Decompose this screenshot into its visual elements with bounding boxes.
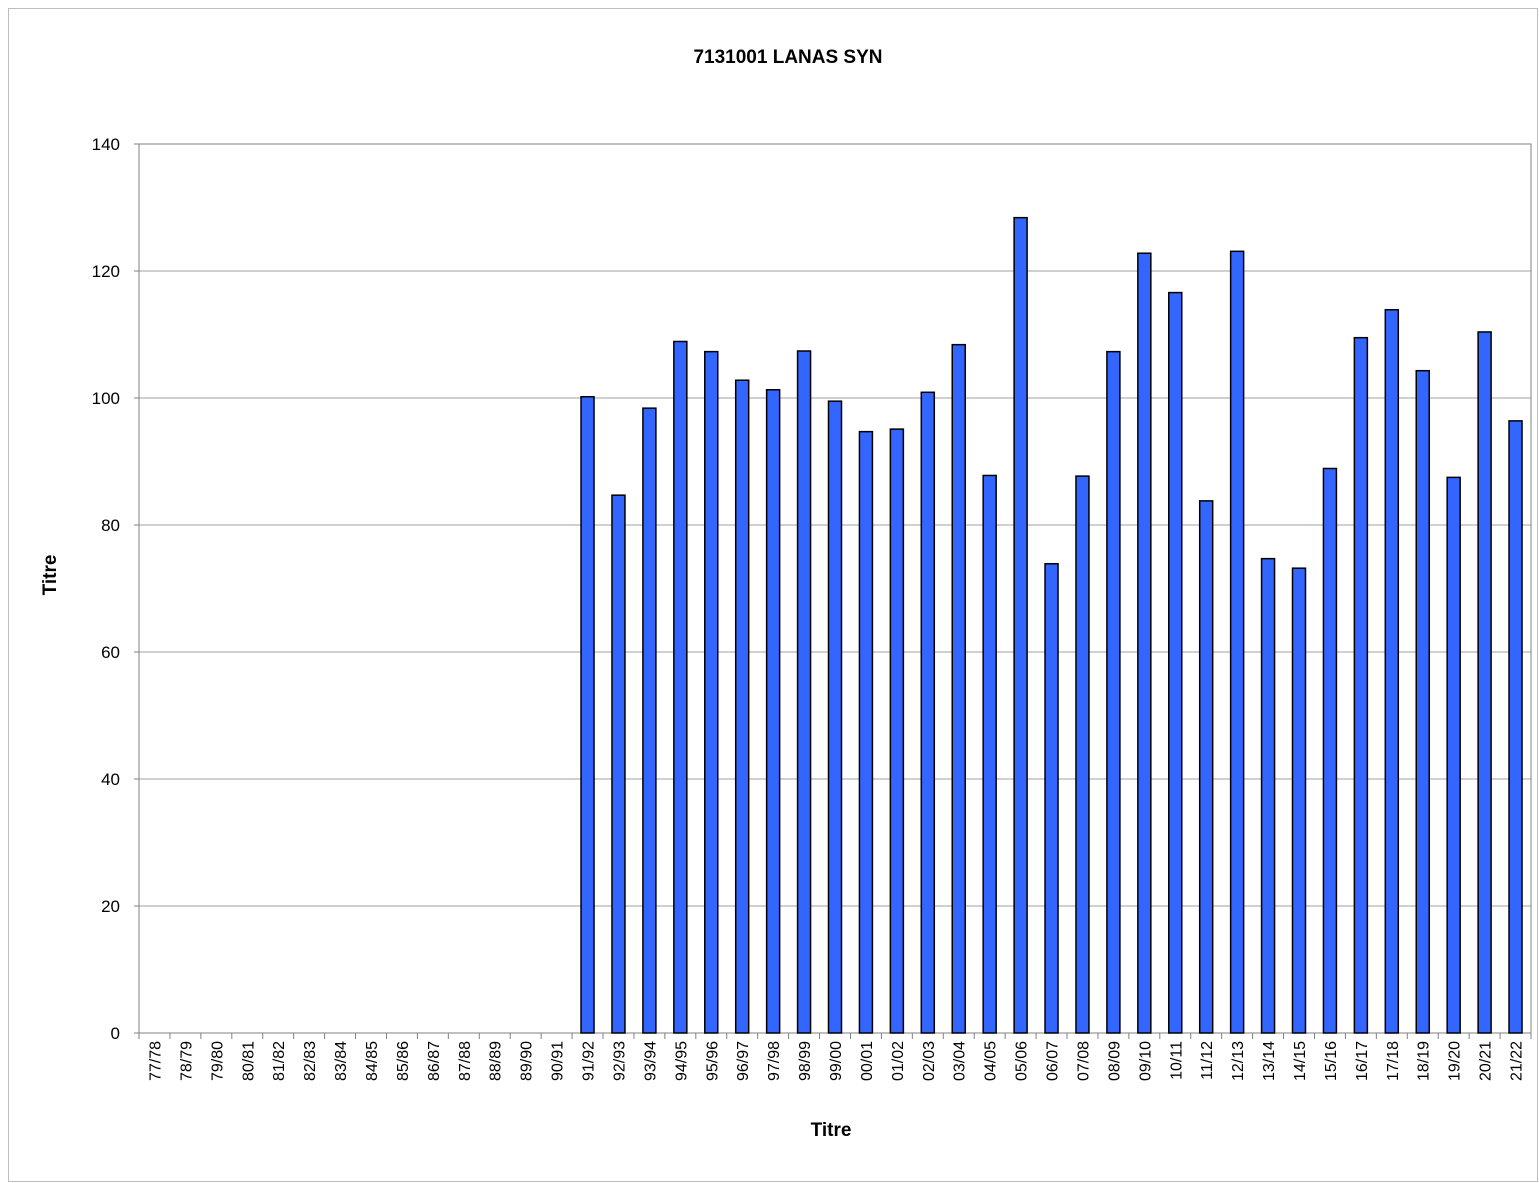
x-axis-title: Titre (811, 1120, 852, 1141)
x-tick-label: 91/92 (581, 1041, 598, 1081)
x-tick-label: 14/15 (1292, 1041, 1309, 1081)
x-tick-label: 01/02 (890, 1041, 907, 1081)
bar-99-00 (827, 400, 843, 1034)
x-tick-label: 97/98 (766, 1041, 783, 1081)
bar-96-97 (734, 379, 750, 1034)
y-axis-ticks: 0 20 40 60 80 100 120 140 (92, 135, 139, 1043)
y-tick-label: 60 (101, 643, 120, 662)
bar-20-21 (1477, 331, 1492, 1034)
x-tick-label: 89/90 (519, 1041, 536, 1081)
x-tick-label: 11/12 (1199, 1041, 1216, 1080)
x-tick-label: 17/18 (1385, 1041, 1402, 1081)
x-tick-label: 93/94 (642, 1041, 659, 1081)
x-tick-label: 09/10 (1137, 1041, 1154, 1081)
x-tick-label: 15/16 (1323, 1041, 1340, 1081)
bar-12-13 (1229, 250, 1245, 1034)
x-tick-label: 04/05 (983, 1041, 1000, 1081)
bar-00-01 (858, 430, 874, 1034)
bar-16-17 (1353, 336, 1369, 1034)
x-tick-label: 05/06 (1014, 1041, 1031, 1081)
bar-19-20 (1446, 476, 1461, 1034)
y-tick-label: 40 (101, 770, 120, 789)
x-tick-label: 13/14 (1261, 1041, 1278, 1081)
bar-05-06 (1013, 216, 1028, 1034)
y-tick-label: 140 (92, 135, 120, 154)
bar-14-15 (1291, 567, 1307, 1034)
y-tick-label: 0 (111, 1024, 120, 1043)
x-axis-ticks: 77/78 78/79 79/80 80/81 81/82 82/83 83/84 84/85… (138, 1033, 1532, 1081)
x-tick-label: 83/84 (333, 1041, 350, 1081)
bar-21-22 (1508, 420, 1523, 1034)
y-tick-label: 80 (101, 516, 120, 535)
x-tick-label: 88/89 (488, 1041, 505, 1081)
x-tick-label: 84/85 (364, 1041, 381, 1081)
bar-04-05 (982, 474, 997, 1034)
y-tick-label: 100 (92, 389, 120, 408)
x-tick-label: 07/08 (1075, 1041, 1092, 1081)
bar-07-08 (1075, 475, 1090, 1034)
x-tick-label: 20/21 (1478, 1041, 1495, 1081)
bar-17-18 (1384, 308, 1400, 1034)
y-tick-label: 120 (92, 262, 120, 281)
x-tick-label: 95/96 (704, 1041, 721, 1081)
bar-92-93 (611, 494, 626, 1034)
x-tick-label: 86/87 (426, 1041, 443, 1081)
bar-03-04 (951, 343, 966, 1034)
x-tick-label: 10/11 (1168, 1041, 1185, 1080)
x-tick-label: 92/93 (611, 1041, 628, 1081)
x-tick-label: 21/22 (1509, 1041, 1526, 1081)
bar-06-07 (1044, 562, 1059, 1034)
x-tick-label: 85/86 (395, 1041, 412, 1081)
x-tick-label: 79/80 (209, 1041, 226, 1081)
y-axis-title: Titre (40, 555, 61, 596)
x-tick-label: 99/00 (828, 1041, 845, 1081)
bar-18-19 (1415, 369, 1430, 1034)
x-tick-label: 96/97 (735, 1041, 752, 1081)
bar-93-94 (642, 407, 657, 1034)
bar-95-96 (704, 350, 719, 1034)
chart-title: 7131001 LANAS SYN (693, 47, 882, 68)
bar-08-09 (1106, 350, 1121, 1034)
x-tick-label: 77/78 (147, 1041, 164, 1081)
x-tick-label: 98/99 (797, 1041, 814, 1081)
bar-01-02 (889, 428, 905, 1034)
x-tick-label: 90/91 (550, 1041, 567, 1081)
y-tick-label: 20 (101, 897, 120, 916)
x-tick-label: 00/01 (859, 1041, 876, 1081)
bar-13-14 (1260, 557, 1276, 1034)
bar-91-92 (580, 395, 595, 1034)
x-tick-label: 16/17 (1354, 1041, 1371, 1081)
x-tick-label: 02/03 (921, 1041, 938, 1081)
x-tick-label: 12/13 (1230, 1041, 1247, 1081)
x-tick-label: 18/19 (1416, 1041, 1433, 1081)
x-tick-label: 80/81 (240, 1041, 257, 1081)
bar-15-16 (1322, 467, 1338, 1034)
x-tick-label: 03/04 (952, 1041, 969, 1081)
bar-94-95 (673, 340, 688, 1034)
x-tick-label: 87/88 (457, 1041, 474, 1081)
bars (580, 216, 1523, 1034)
x-tick-label: 82/83 (302, 1041, 319, 1081)
x-tick-label: 78/79 (178, 1041, 195, 1081)
bar-10-11 (1168, 291, 1183, 1034)
x-tick-label: 19/20 (1447, 1041, 1464, 1081)
bar-02-03 (920, 391, 936, 1034)
bar-11-12 (1198, 500, 1214, 1034)
bar-98-99 (796, 350, 812, 1034)
x-tick-label: 06/07 (1045, 1041, 1062, 1081)
x-tick-label: 08/09 (1106, 1041, 1123, 1081)
x-tick-label: 94/95 (673, 1041, 690, 1081)
bar-09-10 (1137, 252, 1152, 1034)
x-tick-label: 81/82 (271, 1041, 288, 1081)
bar-97-98 (765, 388, 781, 1034)
